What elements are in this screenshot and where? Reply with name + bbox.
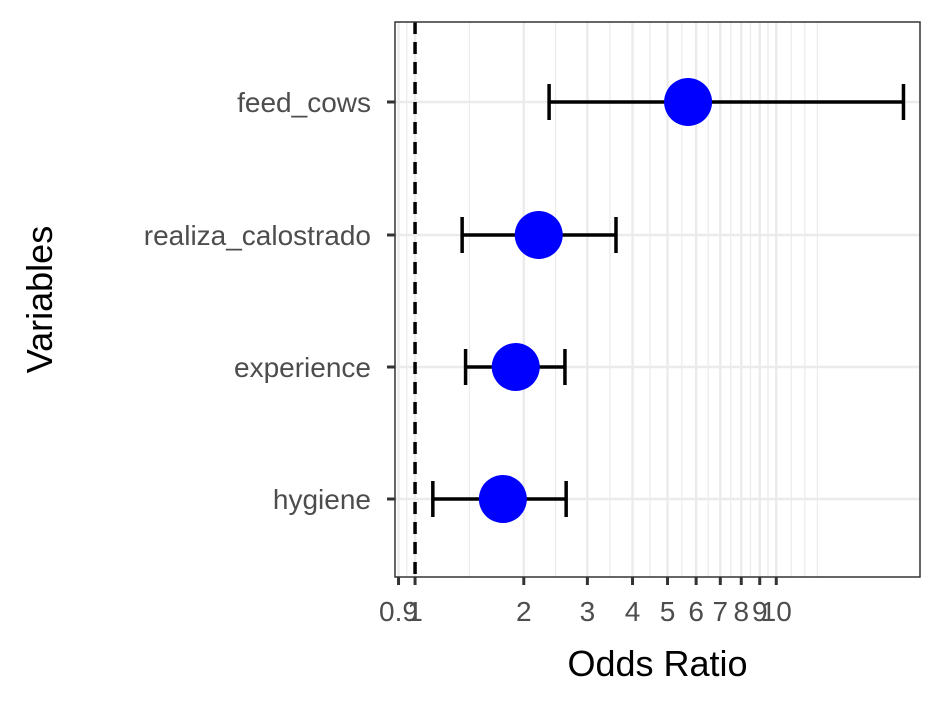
x-tick-label: 7 <box>713 596 729 627</box>
x-tick-label: 6 <box>688 596 704 627</box>
panel-border <box>394 21 921 578</box>
y-axis-title: Variables <box>19 226 60 373</box>
point-experience <box>491 343 540 391</box>
y-tick-label-realiza_calostrado: realiza_calostrado <box>144 220 371 251</box>
y-tick-label-hygiene: hygiene <box>273 484 371 515</box>
x-axis: 0.91 2 3 4 5 6 7 8 910 <box>379 577 792 627</box>
y-tick-label-feed_cows: feed_cows <box>237 87 371 118</box>
x-tick-label: 8 <box>733 596 749 627</box>
point-hygiene <box>478 475 527 523</box>
y-tick-label-experience: experience <box>234 352 371 383</box>
point-realiza_calostrado <box>514 211 563 259</box>
x-tick-label: 4 <box>625 596 641 627</box>
point-feed_cows <box>664 78 713 126</box>
x-tick-label: 5 <box>660 596 676 627</box>
x-tick-label: 10 <box>761 596 792 627</box>
x-tick-label: 9 <box>752 596 768 627</box>
x-tick-label: 1 <box>407 596 423 627</box>
y-axis: feed_cows realiza_calostrado experience hyg… <box>144 87 395 515</box>
x-tick-label: 2 <box>516 596 532 627</box>
x-tick-label: 0.9 <box>379 596 418 627</box>
marks-layer <box>431 78 906 523</box>
grid-layer <box>395 22 920 577</box>
x-tick-label: 3 <box>580 596 596 627</box>
x-axis-title: Odds Ratio <box>567 643 747 684</box>
